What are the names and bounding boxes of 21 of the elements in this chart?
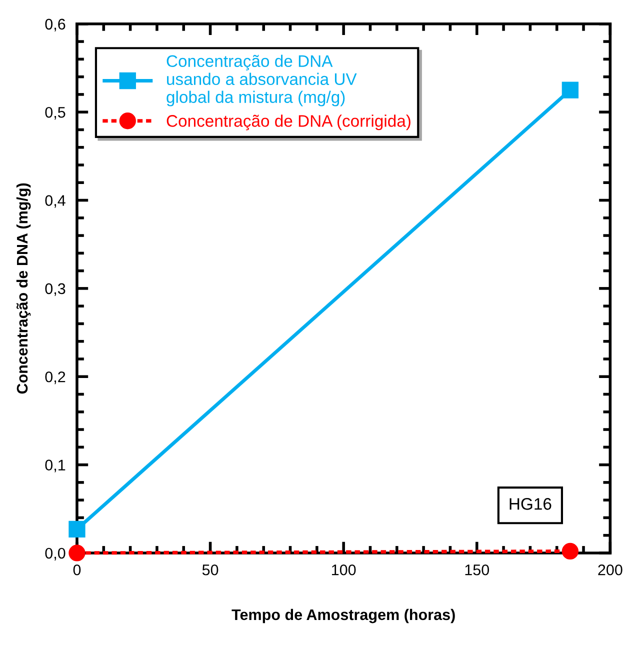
legend-label: Concentração de DNA usando a absorvancia UV global da mistura (mg/g) — [166, 54, 357, 106]
x-tick-label: 50 — [202, 564, 218, 576]
point — [68, 544, 86, 562]
x-tick-label: 200 — [598, 564, 622, 576]
y-axis-title: Concentração de DNA (mg/g) — [16, 183, 31, 394]
point — [562, 82, 579, 98]
y-tick-label: 0,4 — [45, 195, 66, 208]
y-tick-label: 0,3 — [45, 283, 66, 296]
x-tick-label: 0 — [73, 564, 81, 576]
y-tick-label: 0,2 — [45, 371, 66, 384]
y-tick-label: 0,0 — [45, 548, 66, 560]
y-tick-label: 0,5 — [45, 106, 66, 120]
point — [562, 542, 579, 560]
legend-label: Concentração de DNA (corrigida) — [166, 114, 410, 130]
annotation: HG16 — [510, 498, 552, 510]
x-axis-title: Tempo de Amostragem (horas) — [232, 608, 455, 624]
y-tick-label: 0,6 — [45, 18, 66, 32]
x-tick-label: 100 — [332, 564, 356, 576]
x-tick-label: 150 — [465, 564, 490, 576]
y-tick-label: 0,1 — [45, 460, 66, 472]
point — [68, 520, 86, 538]
